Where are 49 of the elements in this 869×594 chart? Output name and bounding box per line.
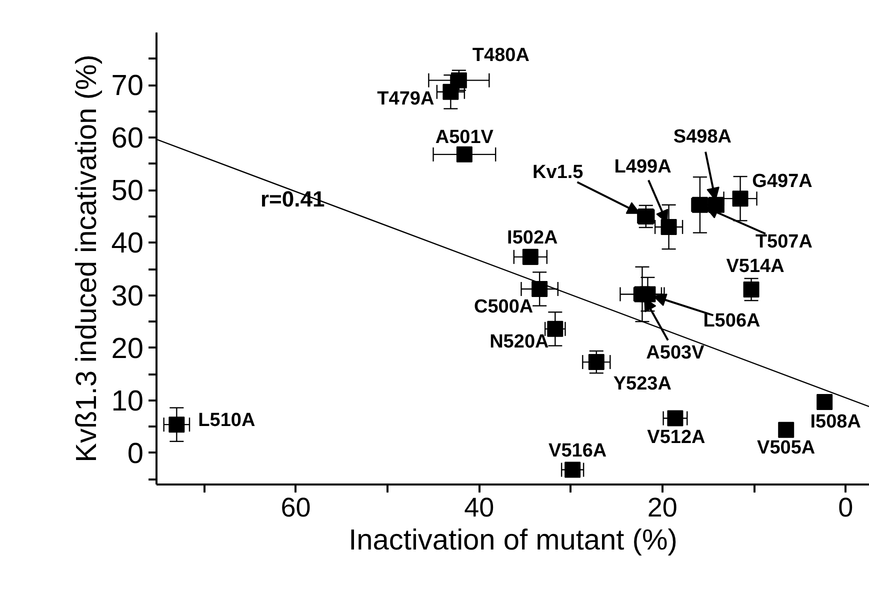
annotation: V516A [548,440,607,462]
annotation: T479A [377,88,434,110]
annotation: L510A [198,410,256,432]
x-tick-label: 60 [280,492,311,522]
annotation: Y523A [613,374,672,395]
y-tick-label: 0 [127,438,144,470]
point [816,394,833,410]
point [660,218,677,235]
point [743,282,760,298]
annotation: L506A [703,310,761,332]
annotation: L499A [614,156,672,178]
y-tick-label: 50 [111,175,144,208]
y-tick-label: 60 [111,122,144,155]
point [564,462,581,478]
annotation: r=0.41 [260,186,325,212]
annotation: I508A [810,411,862,432]
point [778,422,794,438]
x-tick-label: 20 [647,492,678,522]
annotation: T507A [755,231,813,252]
annotation: S498A [673,126,732,148]
annotation: A501V [435,126,494,148]
annotation: G497A [752,171,813,192]
point [588,354,604,370]
x-tick-label: 0 [838,492,854,522]
y-tick-label: 70 [111,70,144,102]
point [732,190,748,207]
y-axis-title: Kvß1.3 induced incativation (%) [71,54,104,462]
annotation: V505A [757,437,816,458]
point [640,286,656,302]
x-axis-title: Inactivation of mutant (%) [348,524,678,556]
annotation: I502A [507,227,558,248]
point [547,320,564,337]
annotation: N520A [490,331,550,352]
annotation: V514A [726,256,785,278]
point [667,410,684,426]
point [168,416,185,433]
y-tick-label: 20 [111,332,144,365]
point [456,146,472,162]
annotation: Kv1.5 [532,162,584,183]
point [532,280,548,297]
y-tick-label: 40 [111,228,144,260]
point [442,84,459,100]
x-tick-label: 40 [464,492,494,522]
y-tick-label: 10 [111,385,144,418]
annotation: V512A [647,426,706,448]
annotation: A503V [646,342,705,364]
y-tick-label: 30 [111,280,144,312]
annotation: C500A [474,296,534,318]
annotation: T480A [472,44,530,66]
